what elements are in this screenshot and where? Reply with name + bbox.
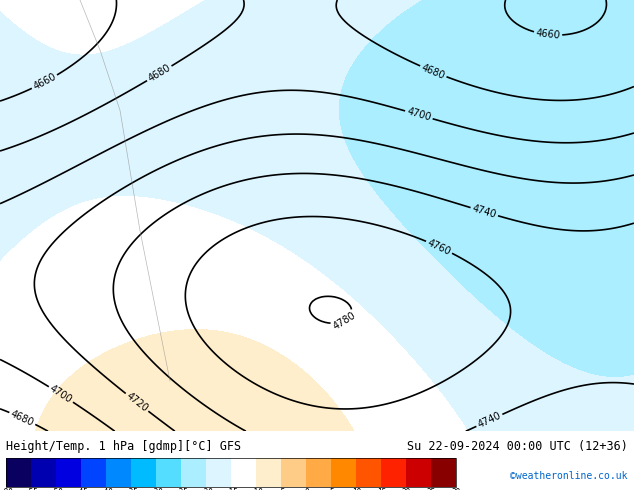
Bar bbox=[432, 458, 456, 487]
Text: -55: -55 bbox=[25, 488, 38, 490]
Bar bbox=[231, 458, 256, 487]
Bar bbox=[31, 458, 56, 487]
Bar bbox=[81, 458, 107, 487]
Bar bbox=[207, 458, 231, 487]
Text: 20: 20 bbox=[402, 488, 411, 490]
Text: 4740: 4740 bbox=[471, 203, 498, 220]
Bar bbox=[6, 458, 456, 487]
Bar bbox=[382, 458, 406, 487]
Text: 4780: 4780 bbox=[332, 310, 358, 331]
Text: 4660: 4660 bbox=[535, 28, 560, 41]
Text: -50: -50 bbox=[49, 488, 63, 490]
Text: 4680: 4680 bbox=[10, 409, 36, 428]
Text: -30: -30 bbox=[150, 488, 164, 490]
Bar bbox=[181, 458, 207, 487]
Text: -20: -20 bbox=[200, 488, 213, 490]
Bar bbox=[6, 458, 31, 487]
Bar bbox=[356, 458, 382, 487]
Text: 25: 25 bbox=[427, 488, 436, 490]
Text: -15: -15 bbox=[224, 488, 238, 490]
Bar bbox=[107, 458, 131, 487]
Text: 15: 15 bbox=[377, 488, 386, 490]
Text: -25: -25 bbox=[174, 488, 188, 490]
Text: 4720: 4720 bbox=[124, 391, 150, 414]
Text: -80: -80 bbox=[0, 488, 13, 490]
Text: 4680: 4680 bbox=[420, 62, 446, 81]
Bar bbox=[56, 458, 81, 487]
Text: -35: -35 bbox=[124, 488, 138, 490]
Bar bbox=[332, 458, 356, 487]
Text: Height/Temp. 1 hPa [gdmp][°C] GFS: Height/Temp. 1 hPa [gdmp][°C] GFS bbox=[6, 440, 242, 453]
Text: Su 22-09-2024 00:00 UTC (12+36): Su 22-09-2024 00:00 UTC (12+36) bbox=[407, 440, 628, 453]
Bar bbox=[256, 458, 281, 487]
Bar bbox=[157, 458, 181, 487]
Text: 4700: 4700 bbox=[48, 384, 74, 405]
Bar bbox=[131, 458, 157, 487]
Text: 5: 5 bbox=[329, 488, 333, 490]
Text: 4680: 4680 bbox=[146, 63, 172, 84]
Text: 30: 30 bbox=[452, 488, 461, 490]
Bar bbox=[281, 458, 306, 487]
Text: -5: -5 bbox=[277, 488, 286, 490]
Text: -45: -45 bbox=[74, 488, 88, 490]
Text: 4740: 4740 bbox=[476, 411, 503, 430]
Text: -10: -10 bbox=[250, 488, 263, 490]
Bar bbox=[406, 458, 432, 487]
Bar bbox=[306, 458, 332, 487]
Text: 0: 0 bbox=[304, 488, 309, 490]
Text: ©weatheronline.co.uk: ©weatheronline.co.uk bbox=[510, 471, 628, 481]
Text: 4660: 4660 bbox=[32, 72, 58, 92]
Text: 4760: 4760 bbox=[426, 237, 453, 257]
Text: 4700: 4700 bbox=[406, 107, 432, 123]
Text: 10: 10 bbox=[352, 488, 361, 490]
Text: -40: -40 bbox=[100, 488, 113, 490]
